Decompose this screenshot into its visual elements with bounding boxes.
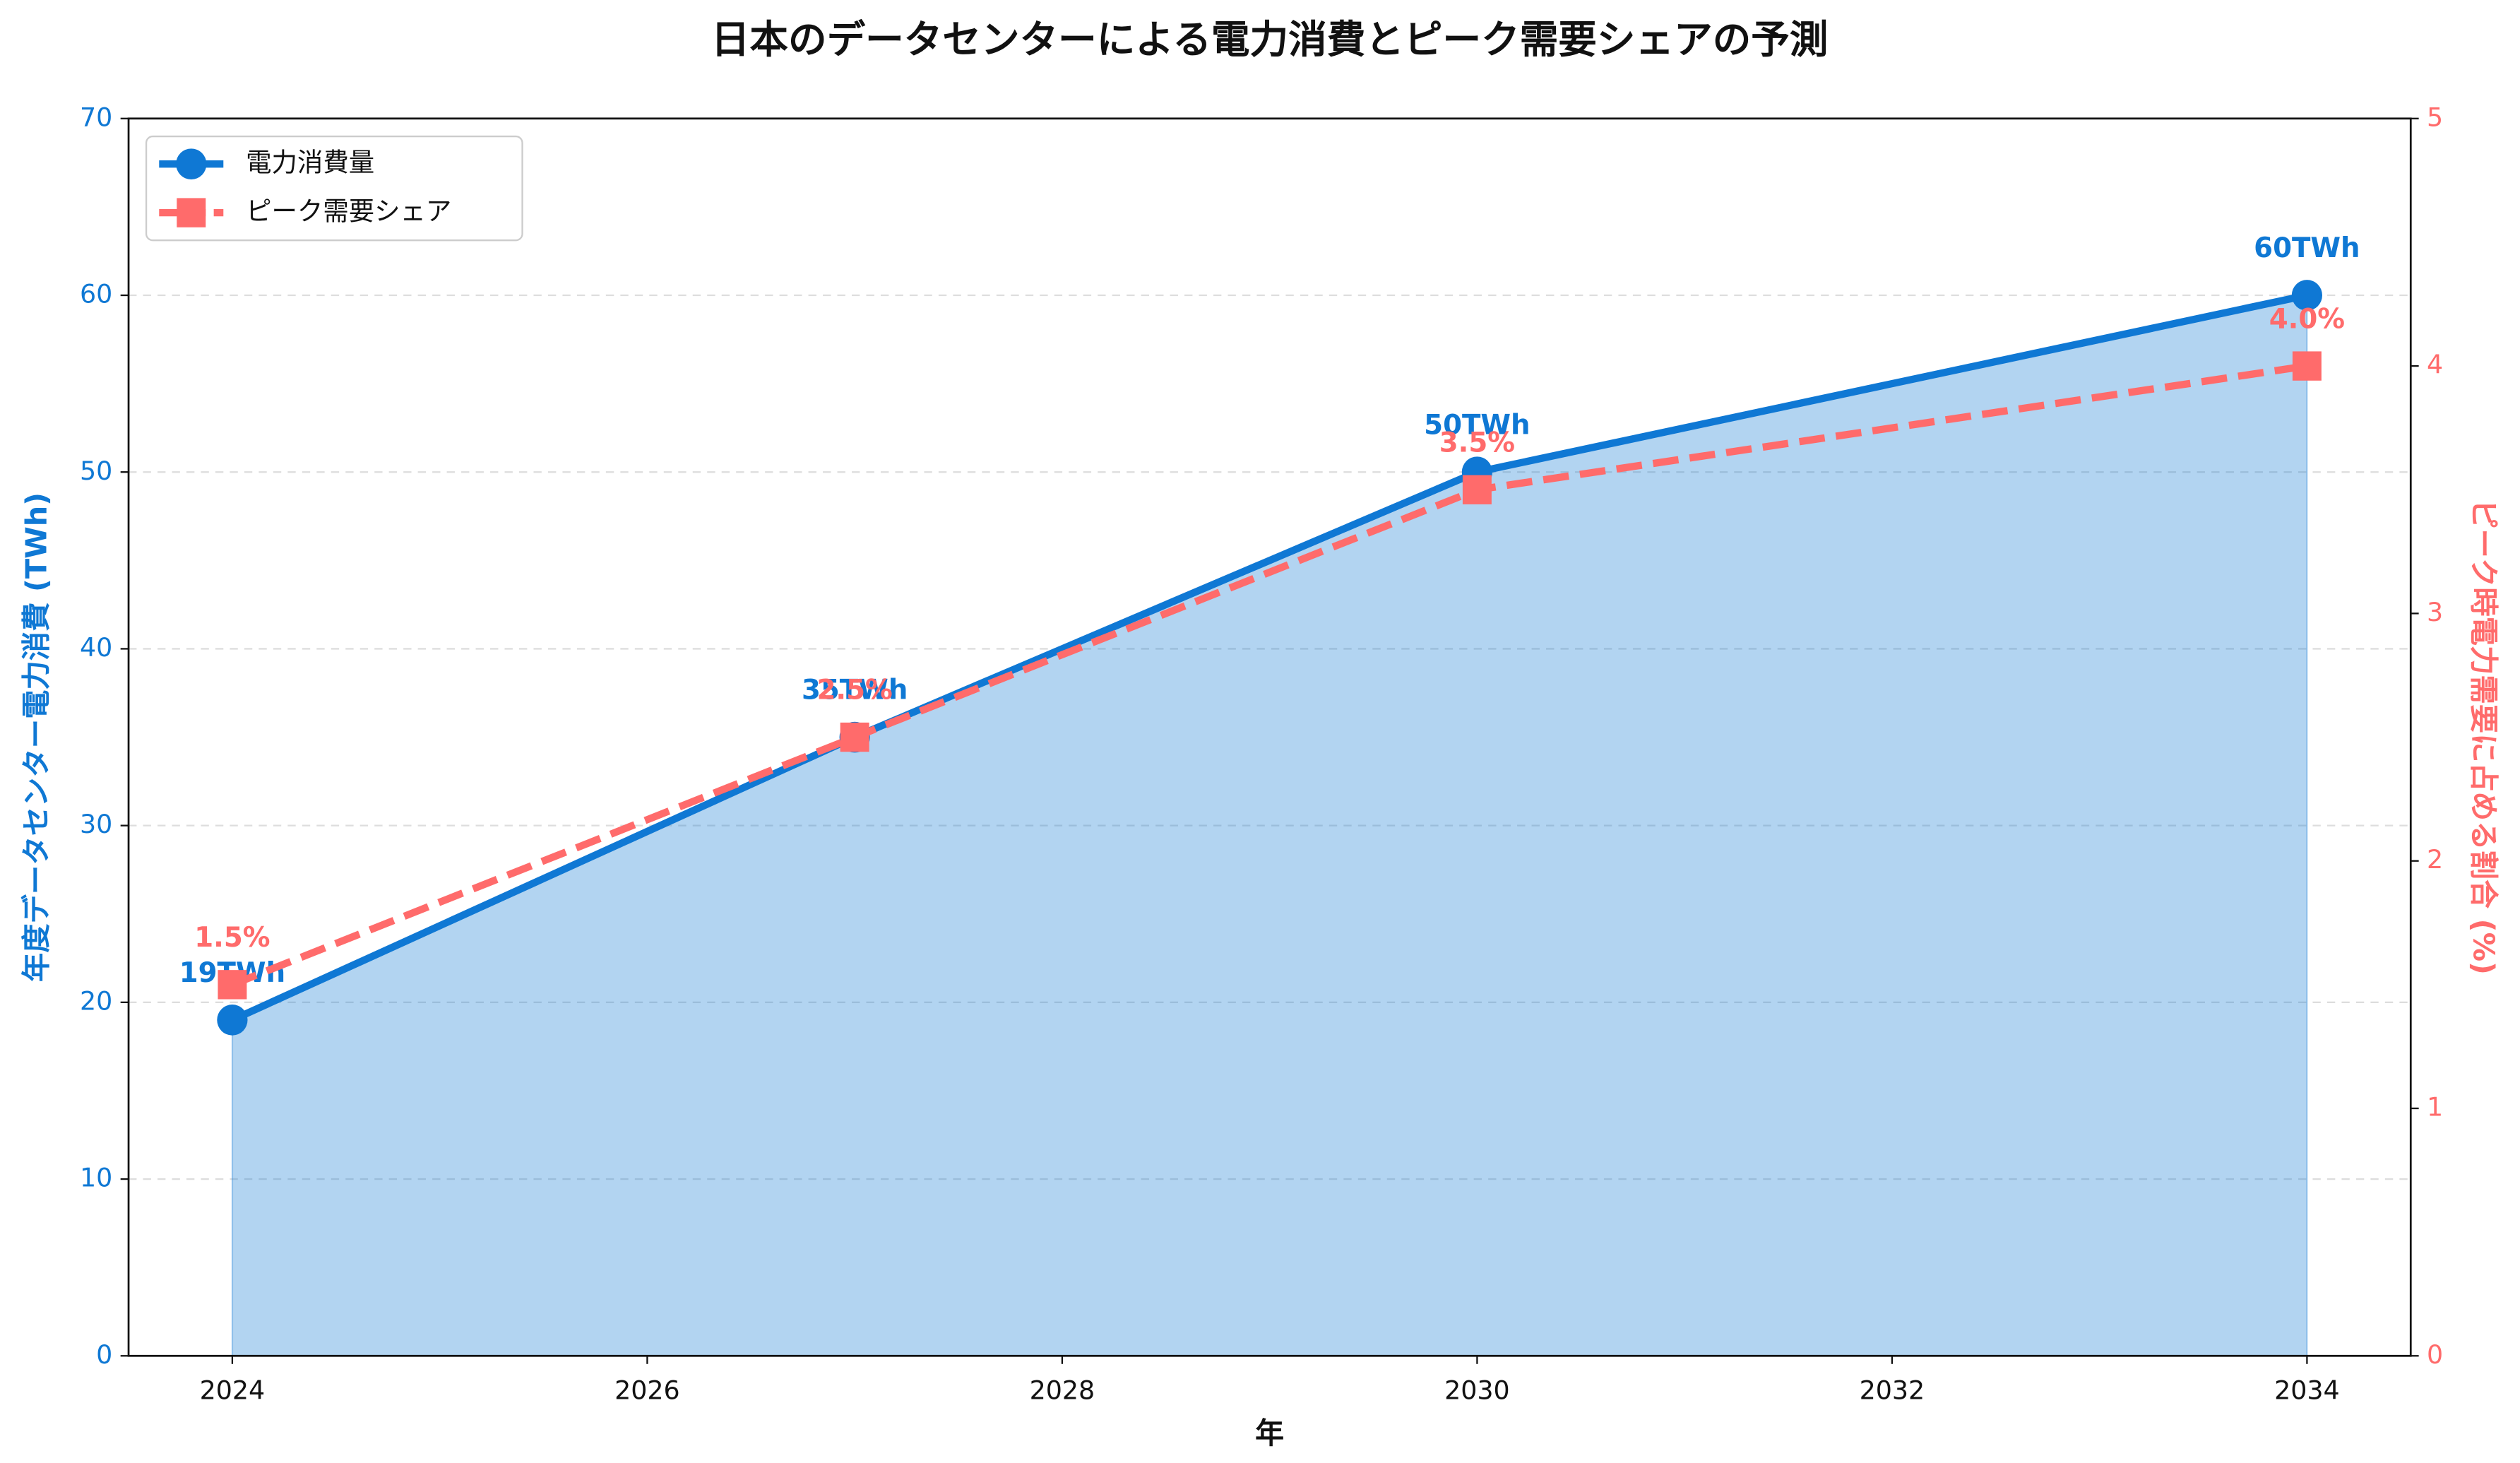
- marker: [218, 970, 247, 1000]
- y-tick-label: 40: [80, 632, 112, 663]
- x-tick-label: 2032: [1860, 1375, 1925, 1405]
- x-tick-label: 2028: [1030, 1375, 1095, 1405]
- y2-tick-label: 5: [2427, 102, 2443, 132]
- y-axis-label: 年度データセンター電力消費 (TWh): [20, 492, 54, 982]
- data-label: 35TWh: [802, 675, 908, 706]
- plot-frame: [127, 117, 2412, 1357]
- data-label: 4.0%: [2269, 303, 2345, 335]
- y-tick-label: 20: [80, 985, 112, 1016]
- y-tick-label: 30: [80, 809, 112, 839]
- marker: [217, 1005, 248, 1036]
- y2-tick-label: 1: [2427, 1091, 2443, 1122]
- x-axis-label: 年: [1255, 1416, 1284, 1450]
- area: [231, 294, 2308, 1357]
- marker: [840, 722, 869, 752]
- chart-title: 日本のデータセンターによる電力消費とピーク需要シェアの予測: [711, 17, 1829, 62]
- y2-tick-label: 3: [2427, 597, 2443, 627]
- marker: [1462, 475, 1492, 504]
- marker: [2292, 351, 2322, 381]
- data-label: 2.5%: [817, 675, 893, 706]
- line: [230, 291, 2308, 1024]
- marker: [2291, 280, 2323, 311]
- y-tick-label: 70: [80, 102, 112, 132]
- legend-label: 電力消費量: [246, 148, 374, 178]
- legend-marker: [176, 148, 207, 179]
- x-tick-label: 2026: [614, 1375, 680, 1405]
- y-tick-label: 50: [80, 456, 112, 486]
- x-tick-label: 2034: [2274, 1375, 2340, 1405]
- data-label: 3.5%: [1439, 427, 1515, 458]
- y2-tick-label: 2: [2427, 844, 2443, 875]
- y2-axis-label: ピーク時電力需要に占める割合 (%): [2466, 499, 2500, 975]
- data-label: 60TWh: [2254, 232, 2360, 264]
- legend-marker: [177, 198, 206, 227]
- data-label: 50TWh: [1424, 409, 1530, 441]
- legend-box: [145, 135, 523, 242]
- line: [231, 362, 2308, 988]
- x-tick-label: 2030: [1444, 1375, 1510, 1405]
- x-tick-label: 2024: [200, 1375, 266, 1405]
- y2-tick-label: 0: [2427, 1339, 2443, 1370]
- legend-label: ピーク需要シェア: [246, 196, 451, 226]
- data-label: 1.5%: [194, 922, 270, 954]
- y-tick-label: 60: [80, 278, 112, 309]
- y-tick-label: 10: [80, 1162, 112, 1192]
- y-tick-label: 0: [96, 1339, 112, 1370]
- y2-tick-label: 4: [2427, 349, 2443, 379]
